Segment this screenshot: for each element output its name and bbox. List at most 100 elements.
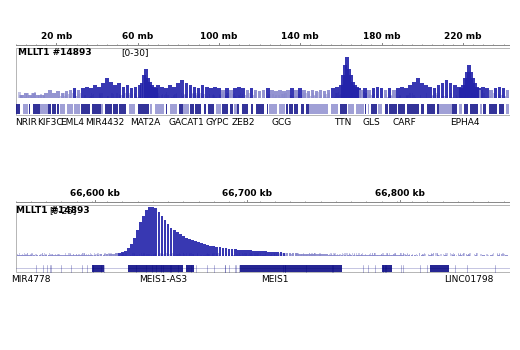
Bar [190,104,194,114]
Bar [60,96,62,98]
Bar [393,254,394,256]
Bar [366,93,367,98]
Text: 66,600 kb: 66,600 kb [70,189,120,198]
Bar [356,254,358,256]
Bar [132,94,133,98]
Bar [487,254,488,256]
Bar [122,253,123,255]
Bar [385,94,387,98]
Bar [446,253,447,256]
Bar [164,95,165,98]
Bar [238,94,240,98]
Bar [109,255,110,256]
Bar [129,104,135,114]
Bar [150,96,152,98]
Bar [90,93,92,98]
Bar [44,254,45,256]
Bar [278,90,282,98]
Bar [378,104,382,114]
Bar [138,85,141,98]
Bar [150,104,152,114]
Bar [471,78,475,98]
Bar [492,254,493,256]
Bar [502,254,503,256]
Bar [395,253,396,256]
Bar [96,104,101,114]
Bar [347,253,348,255]
Bar [255,253,256,255]
Bar [279,97,281,98]
Bar [100,95,101,98]
Bar [214,253,215,255]
Bar [294,96,296,98]
Bar [101,83,105,98]
Bar [501,254,502,256]
Bar [189,254,190,256]
Bar [406,95,408,98]
Bar [102,254,103,256]
Bar [393,254,395,256]
Bar [354,253,355,256]
Bar [228,93,230,98]
Bar [193,97,194,98]
Bar [318,92,319,98]
Bar [186,96,187,98]
Bar [372,253,373,256]
Bar [355,86,359,98]
Bar [213,253,214,256]
Bar [289,96,291,98]
Bar [219,95,221,98]
Bar [178,254,179,256]
Bar [171,254,172,256]
Bar [173,230,176,256]
Bar [227,93,228,98]
Bar [154,253,155,256]
Bar [16,48,510,115]
Bar [238,254,239,256]
Bar [215,97,217,98]
Bar [262,90,265,98]
Bar [191,254,192,256]
Text: GCG: GCG [272,118,292,127]
Bar [337,254,340,256]
Bar [90,96,92,98]
Bar [115,254,116,256]
Bar [497,253,498,256]
Bar [284,254,285,256]
Bar [437,253,438,256]
Bar [331,104,338,114]
Bar [503,253,504,256]
Bar [346,253,347,256]
Bar [42,254,43,256]
Bar [303,90,306,98]
Bar [19,92,21,98]
Bar [295,253,297,256]
Bar [118,253,121,256]
Bar [84,253,85,256]
Bar [176,254,177,256]
Bar [228,248,230,256]
Bar [489,104,498,114]
Bar [359,93,361,98]
Bar [32,93,36,98]
Bar [257,253,258,255]
Bar [313,254,316,256]
Bar [231,254,232,256]
Bar [474,254,475,256]
Bar [264,255,265,256]
Bar [409,254,410,256]
Bar [301,254,302,256]
Bar [89,97,90,98]
Bar [320,254,321,256]
Bar [118,83,121,98]
Bar [285,253,289,256]
Bar [389,254,392,256]
Bar [143,254,144,256]
Bar [373,254,374,256]
Bar [351,82,355,98]
Bar [362,254,365,256]
Bar [158,253,159,255]
Bar [72,93,73,98]
Bar [206,254,207,256]
Bar [295,97,296,98]
